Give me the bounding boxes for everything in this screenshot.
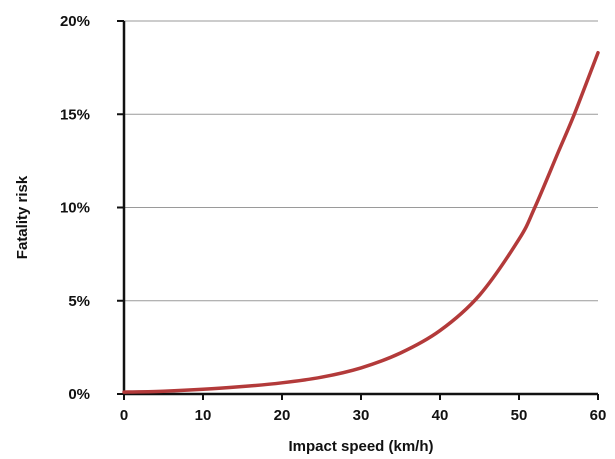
- x-tick-label-0: 0: [120, 407, 128, 424]
- y-axis-title: Fatality risk: [14, 175, 31, 259]
- x-tick-label-1: 10: [195, 407, 212, 424]
- x-tick-label-6: 60: [590, 407, 607, 424]
- y-tick-label-0: 0%: [68, 386, 90, 403]
- series-line-fatality-risk: [122, 50, 600, 394]
- x-axis-title: Impact speed (km/h): [288, 438, 433, 455]
- y-tick-label-4: 20%: [60, 13, 90, 30]
- x-tick-label-4: 40: [432, 407, 449, 424]
- y-tick-label-2: 10%: [60, 200, 90, 217]
- x-tick-label-5: 50: [511, 407, 528, 424]
- x-tick-labels: 0 10 20 30 40 50 60: [120, 407, 607, 424]
- y-tick-label-1: 5%: [68, 293, 90, 310]
- x-tick-label-2: 20: [274, 407, 291, 424]
- y-tick-label-3: 15%: [60, 106, 90, 123]
- gridlines: [124, 20, 598, 302]
- y-tick-labels: 0% 5% 10% 15% 20%: [60, 13, 90, 403]
- axes: [117, 20, 599, 400]
- x-tick-label-3: 30: [353, 407, 370, 424]
